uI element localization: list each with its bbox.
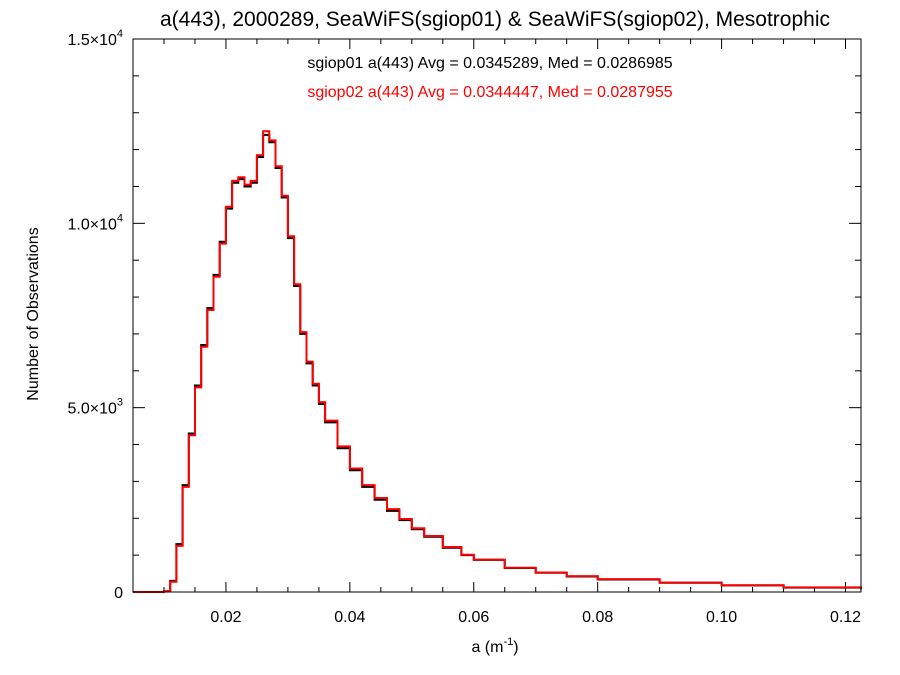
series-sgiop02-line xyxy=(133,130,862,593)
y-tick-label: 5.0×103 xyxy=(67,397,123,418)
x-axis-label: a (m-1) xyxy=(471,636,518,656)
x-axis-label-tail: ) xyxy=(513,639,518,656)
y-tick-label: 1.5×104 xyxy=(67,28,123,49)
plot-frame xyxy=(132,38,862,593)
x-tick-label: 0.12 xyxy=(830,609,861,626)
y-tick-label: 0 xyxy=(114,585,123,602)
y-tick-label-exponent: 4 xyxy=(117,28,123,40)
x-tick-labels: 0.02 0.04 0.06 0.08 0.10 0.12 xyxy=(210,609,861,626)
x-tick-label: 0.10 xyxy=(706,609,737,626)
y-axis-label: Number of Observations xyxy=(25,227,42,400)
x-tick-label: 0.08 xyxy=(582,609,613,626)
x-tick-label: 0.02 xyxy=(210,609,241,626)
x-tick-label: 0.04 xyxy=(334,609,365,626)
x-axis-label-base: a (m xyxy=(471,639,503,656)
y-tick-label-base: 1.5×10 xyxy=(67,32,116,49)
x-tick-label: 0.06 xyxy=(458,609,489,626)
y-tick-label: 1.0×104 xyxy=(67,212,123,233)
x-axis-label-sup: -1 xyxy=(503,636,513,648)
y-tick-label-base: 1.0×10 xyxy=(67,216,116,233)
chart-title: a(443), 2000289, SeaWiFS(sgiop01) & SeaW… xyxy=(160,8,830,31)
axis-ticks xyxy=(132,38,861,593)
series-sgiop01-line xyxy=(133,133,862,593)
series-layer xyxy=(133,130,862,593)
y-tick-label-exponent: 3 xyxy=(117,397,123,409)
annotation-sgiop01: sgiop01 a(443) Avg = 0.0345289, Med = 0.… xyxy=(307,55,672,72)
y-tick-label-base: 0 xyxy=(114,585,123,602)
annotation-sgiop02: sgiop02 a(443) Avg = 0.0344447, Med = 0.… xyxy=(307,84,672,101)
y-tick-label-base: 5.0×10 xyxy=(67,401,116,418)
y-tick-label-exponent: 4 xyxy=(117,212,123,224)
